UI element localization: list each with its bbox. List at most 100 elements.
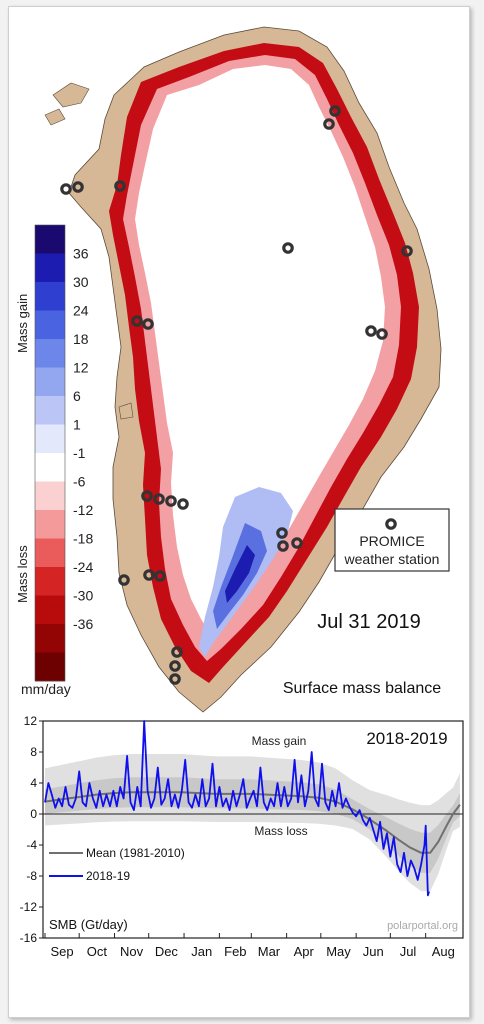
colorbar-border	[34, 224, 66, 682]
colorbar-cell	[35, 282, 65, 311]
chart-x-tick-label: Jun	[363, 944, 384, 959]
colorbar-cell	[35, 253, 65, 283]
weather-station-marker	[60, 183, 72, 195]
colorbar-tick-label: -1	[73, 445, 86, 461]
chart-x-tick-label: Apr	[294, 944, 315, 959]
chart-y-tick-label: -12	[20, 900, 38, 914]
chart-x-tick-label: Sep	[51, 944, 74, 959]
weather-station-marker	[141, 490, 153, 502]
weather-station-marker	[276, 527, 288, 539]
colorbar-tick-label: -6	[73, 474, 86, 490]
mass-gain-peak	[225, 545, 255, 603]
chart-y-ticks: 12 8 4 0 -4 -8 -12 -16	[20, 714, 43, 945]
colorbar-tick-label: -24	[73, 559, 93, 575]
chart-y-tick-label: -8	[26, 869, 37, 883]
colorbar-cell	[35, 424, 65, 454]
smb-chart: 12 8 4 0 -4 -8 -12 -16 Sep Oct Nov Dec Jan Feb Mar Apr…	[20, 714, 464, 959]
weather-station-marker	[171, 646, 183, 658]
chart-x-tick-label: Nov	[120, 944, 144, 959]
colorbar-unit: mm/day	[21, 681, 71, 697]
colorbar-cell	[35, 339, 65, 368]
weather-station-marker	[118, 574, 130, 586]
colorbar-cell	[35, 396, 65, 425]
weather-station-marker	[154, 570, 166, 582]
chart-y-tick-label: 12	[24, 714, 38, 728]
map-date: Jul 31 2019	[317, 611, 420, 633]
chart-title: 2018-2019	[366, 729, 447, 748]
weather-station-marker	[282, 242, 294, 254]
colorbar-tick-label: -30	[73, 588, 93, 604]
chart-x-tick-label: Feb	[224, 944, 246, 959]
colorbar-cell	[35, 652, 65, 682]
chart-band-inner	[45, 777, 460, 873]
chart-credit: polarportal.org	[387, 920, 458, 932]
chart-legend: Mean (1981-2010) 2018-19	[49, 846, 185, 883]
weather-station-marker	[165, 495, 177, 507]
colorbar-cell	[35, 310, 65, 340]
weather-station-marker	[401, 245, 413, 257]
colorbar-tick-label: 12	[73, 360, 89, 376]
colorbar-gain-label: Mass gain	[15, 294, 30, 353]
colorbar-cell	[35, 624, 65, 653]
weather-station-marker	[153, 493, 165, 505]
colorbar-cell	[35, 567, 65, 596]
chart-x-tick-label: Mar	[258, 944, 281, 959]
colorbar-loss-label: Mass loss	[15, 545, 30, 603]
chart-x-tick-label: Jul	[400, 944, 417, 959]
chart-series	[44, 720, 461, 897]
weather-station-marker	[72, 181, 84, 193]
weather-stations	[60, 105, 413, 685]
colorbar-cells	[34, 224, 66, 682]
figure-frame: 36 30 24 18 12 6 1 -1 -6 -12 -18 -24 -30 -36 Mass gai…	[8, 6, 470, 1018]
colorbar-cell	[35, 538, 65, 568]
interior-zone	[135, 65, 385, 635]
weather-station-marker	[114, 180, 126, 192]
chart-variability-band	[45, 754, 460, 892]
colorbar-tick-label: -18	[73, 531, 93, 547]
chart-gain-annotation: Mass gain	[252, 734, 307, 748]
colorbar-cell	[35, 367, 65, 397]
colorbar-tick-label: -36	[73, 616, 93, 632]
chart-y-tick-label: 4	[30, 776, 37, 790]
weather-station-marker	[131, 315, 143, 327]
weather-station-marker	[291, 537, 303, 549]
weather-station-marker	[323, 118, 335, 130]
weather-station-marker	[142, 318, 154, 330]
figure: 36 30 24 18 12 6 1 -1 -6 -12 -18 -24 -30 -36 Mass gai…	[15, 26, 464, 959]
chart-x-tick-label: May	[326, 944, 351, 959]
chart-x-tick-label: Jan	[191, 944, 212, 959]
weather-station-marker	[277, 540, 289, 552]
weather-station-marker	[329, 105, 341, 117]
colorbar-cell	[35, 225, 65, 254]
chart-x-ticks: Sep Oct Nov Dec Jan Feb Mar Apr May Jun Jul Aug	[44, 933, 455, 959]
colorbar-cell	[35, 481, 65, 511]
weather-station-marker	[169, 660, 181, 672]
chart-x-tick-label: Oct	[87, 944, 108, 959]
colorbar-cell	[35, 453, 65, 482]
colorbar-tick-label: 24	[73, 303, 89, 319]
colorbar-tick-label: 1	[73, 417, 81, 433]
colorbar-tick-label: 36	[73, 246, 89, 262]
colorbar-cell	[35, 595, 65, 625]
chart-line-2018-19	[44, 720, 430, 897]
chart-x-tick-label: Dec	[155, 944, 179, 959]
map-caption: Surface mass balance	[283, 680, 441, 697]
legend-label-mean: Mean (1981-2010)	[86, 846, 185, 860]
chart-loss-annotation: Mass loss	[254, 824, 307, 838]
coast-islands	[44, 82, 134, 420]
colorbar-tick-label: 18	[73, 331, 89, 347]
chart-x-tick-label: Aug	[432, 944, 455, 959]
colorbar-tick-label: -12	[73, 502, 93, 518]
colorbar-cell	[35, 510, 65, 539]
legend-label-2018-19: 2018-19	[86, 869, 130, 883]
colorbar: 36 30 24 18 12 6 1 -1 -6 -12 -18 -24 -30 -36 Mass gai…	[15, 224, 93, 697]
weather-station-marker	[376, 328, 388, 340]
colorbar-tick-label: 6	[73, 388, 81, 404]
weather-station-marker	[169, 673, 181, 685]
colorbar-tick-label: 30	[73, 274, 89, 290]
weather-station-marker	[177, 498, 189, 510]
station-legend: PROMICE weather station	[334, 508, 450, 572]
chart-y-tick-label: -16	[20, 931, 38, 945]
station-legend-marker	[385, 518, 397, 530]
chart-ylabel: SMB (Gt/day)	[49, 917, 128, 932]
